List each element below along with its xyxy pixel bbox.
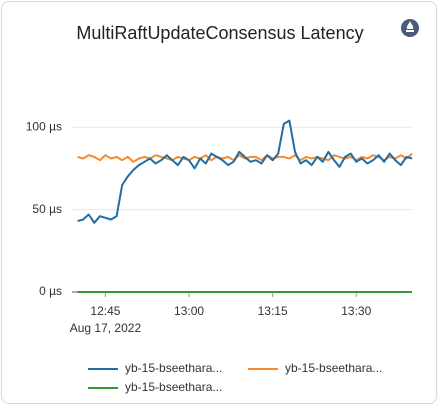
legend-label: yb-15-bseethara... — [125, 380, 222, 394]
series-line — [77, 119, 413, 224]
x-tick-label: 13:15 — [258, 304, 288, 318]
y-tick-label: 50 µs — [32, 202, 62, 216]
chart-title: MultiRaftUpdateConsensus Latency — [76, 23, 363, 43]
x-tick-label: 13:30 — [341, 304, 371, 318]
x-tick-label: 12:45 — [90, 304, 120, 318]
legend-label: yb-15-bseethara... — [125, 361, 222, 375]
x-tick-label: 13:00 — [174, 304, 204, 318]
y-tick-label: 100 µs — [26, 119, 62, 133]
legend-label: yb-15-bseethara... — [285, 361, 382, 375]
x-tick-sublabel: Aug 17, 2022 — [70, 321, 142, 335]
prometheus-icon — [401, 19, 419, 37]
y-tick-label: 0 µs — [39, 284, 62, 298]
